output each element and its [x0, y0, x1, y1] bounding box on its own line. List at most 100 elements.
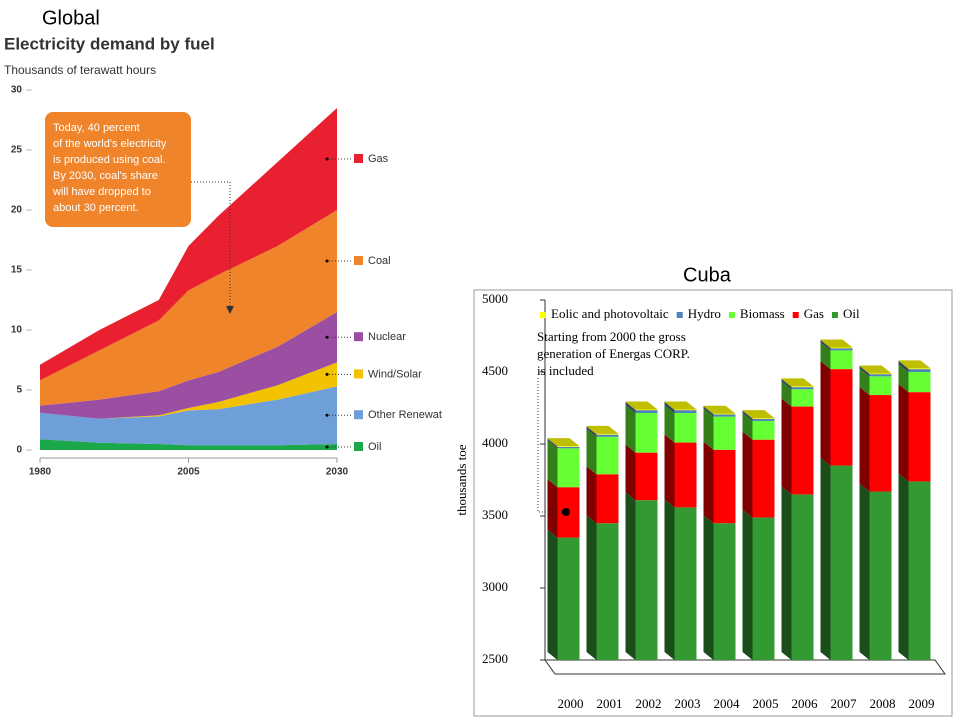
x-tick-label: 2000 — [558, 696, 584, 711]
x-tick-label: 2006 — [792, 696, 819, 711]
bar-segment — [635, 409, 658, 411]
bar-segment — [869, 373, 892, 375]
bar-top — [625, 401, 658, 410]
bar-side — [664, 401, 675, 411]
bar-side — [664, 402, 675, 414]
bar-segment — [869, 491, 892, 660]
bar-segment — [674, 442, 697, 508]
bar-segment — [713, 416, 736, 450]
bar-side — [586, 425, 597, 435]
x-tick-label: 2001 — [597, 696, 623, 711]
bar-top — [859, 365, 892, 374]
bar-segment — [557, 446, 580, 449]
x-tick-label: 2002 — [636, 696, 662, 711]
x-tick-label: 2008 — [870, 696, 896, 711]
annotation-dot — [562, 508, 570, 516]
chart-subtitle: Thousands of terawatt hours — [4, 63, 156, 77]
bar-segment — [908, 481, 931, 660]
y-tick-label: 10 — [11, 325, 23, 336]
annotation-box — [45, 112, 191, 227]
legend-swatch — [354, 369, 363, 379]
legend-label: Other Renewat — [368, 409, 442, 421]
bar-side — [898, 360, 909, 370]
bar-side — [781, 379, 792, 390]
bar-top — [547, 438, 580, 447]
legend-swatch — [354, 410, 363, 420]
bar-side — [859, 368, 870, 396]
bar-segment — [830, 350, 853, 370]
legend-swatch — [354, 442, 363, 451]
bar-segment — [791, 386, 814, 388]
legend-swatch — [676, 312, 683, 318]
legend-label: Eolic and photovoltaic — [551, 306, 669, 321]
legend-label: Hydro — [688, 306, 721, 321]
x-tick-label: 2007 — [831, 696, 858, 711]
legend-swatch — [354, 256, 363, 265]
annotation-text: will have dropped to — [52, 186, 151, 198]
bar-segment — [635, 413, 658, 453]
bar-top — [820, 339, 853, 348]
bar-side — [547, 438, 558, 447]
annotation-text: Starting from 2000 the gross — [537, 329, 686, 344]
area — [40, 439, 337, 450]
bar-segment — [596, 474, 619, 524]
bar-side — [742, 410, 753, 421]
bar-side — [898, 364, 909, 393]
bar-side — [547, 438, 558, 449]
bar-segment — [830, 465, 853, 660]
bar-side — [703, 441, 714, 524]
legend-label: Wind/Solar — [368, 368, 422, 380]
bar-side — [781, 398, 792, 495]
panel-label: Global — [42, 7, 100, 29]
y-tick-label: 3000 — [482, 579, 508, 594]
x-tick-label: 2003 — [675, 696, 701, 711]
bar-segment — [713, 414, 736, 417]
y-tick-label: 5000 — [482, 291, 508, 306]
bar-side — [742, 509, 753, 660]
plot-frame — [473, 289, 953, 717]
bar-side — [586, 466, 597, 524]
bar-segment — [713, 449, 736, 524]
bar-side — [742, 410, 753, 419]
bar-segment — [908, 372, 931, 393]
bar-segment — [908, 369, 931, 372]
bar-top — [703, 405, 736, 414]
bar-side — [859, 365, 870, 375]
bar-side — [859, 366, 870, 377]
legend-label: Gas — [368, 153, 389, 165]
bar-segment — [635, 452, 658, 501]
bar-segment — [908, 368, 931, 370]
bar-segment — [752, 439, 775, 518]
bar-side — [742, 431, 753, 518]
bar-side — [664, 499, 675, 660]
bar-side — [547, 440, 558, 488]
annotation-text: is included — [537, 363, 594, 378]
bar-side — [781, 486, 792, 660]
annotation-text: is produced using coal. — [53, 154, 166, 166]
legend-label: Coal — [368, 255, 391, 267]
annotation-text: about 30 percent. — [53, 202, 139, 214]
bar-side — [703, 406, 714, 417]
annotation-text: generation of Energas CORP. — [537, 346, 690, 361]
bar-side — [586, 426, 597, 437]
bar-segment — [830, 369, 853, 466]
legend-swatch — [831, 312, 838, 318]
bar-segment — [791, 494, 814, 660]
bar-side — [781, 381, 792, 407]
bar-segment — [830, 348, 853, 351]
area — [40, 210, 337, 406]
legend-dot — [325, 335, 329, 339]
annotation-text: By 2030, coal's share — [53, 170, 158, 182]
bar-side — [820, 361, 831, 466]
chart-title: Electricity demand by fuel — [4, 34, 215, 53]
bar-segment — [713, 413, 736, 415]
legend-dot — [325, 413, 329, 417]
bar-top — [898, 360, 931, 369]
bar-segment — [596, 433, 619, 435]
x-tick-label: 2005 — [753, 696, 779, 711]
bar-segment — [596, 523, 619, 660]
bar-segment — [791, 387, 814, 390]
bar-side — [820, 339, 831, 349]
bar-top — [742, 410, 775, 419]
